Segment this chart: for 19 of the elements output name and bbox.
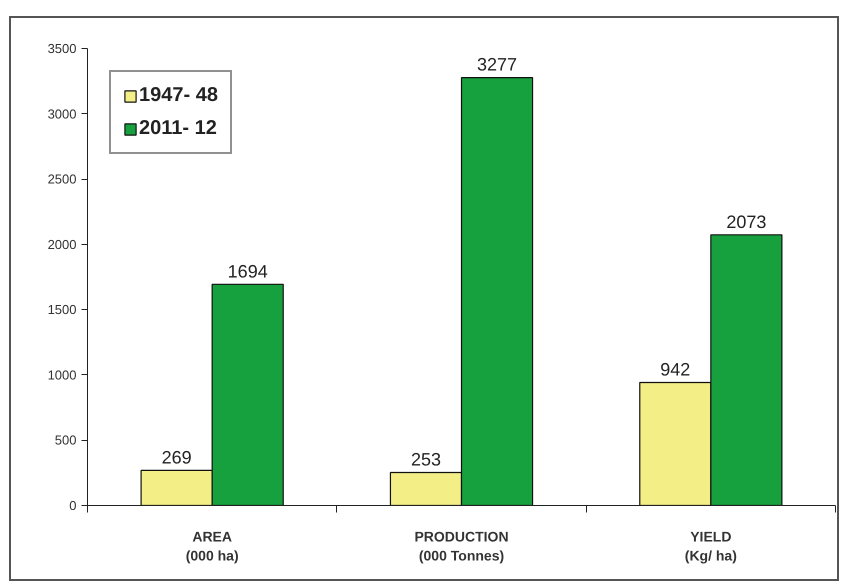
y-tick-label: 1000 [48, 367, 76, 382]
legend-label: 1947- 48 [139, 84, 218, 107]
y-tick-label: 3000 [48, 106, 76, 122]
y-tick-label: 3500 [48, 41, 76, 56]
data-label: 253 [410, 449, 441, 470]
x-tick-label: AREA (000 ha) [186, 528, 239, 564]
data-label: 942 [660, 360, 690, 380]
y-tick-label: 2000 [48, 236, 76, 252]
y-tick-label: 1500 [48, 302, 76, 318]
x-tick-label: YIELD (Kg/ ha) [684, 528, 737, 564]
data-label: 1694 [228, 261, 268, 282]
data-label: 2073 [726, 212, 766, 232]
y-tick-label: 2500 [48, 172, 76, 187]
data-label: 3277 [477, 54, 518, 75]
y-tick-label: 500 [54, 432, 77, 448]
x-tick-label: PRODUCTION (000 Tonnes) [414, 528, 509, 564]
data-label: 269 [162, 447, 192, 468]
y-tick-label: 0 [69, 498, 77, 513]
legend-label: 2011- 12 [139, 117, 217, 140]
